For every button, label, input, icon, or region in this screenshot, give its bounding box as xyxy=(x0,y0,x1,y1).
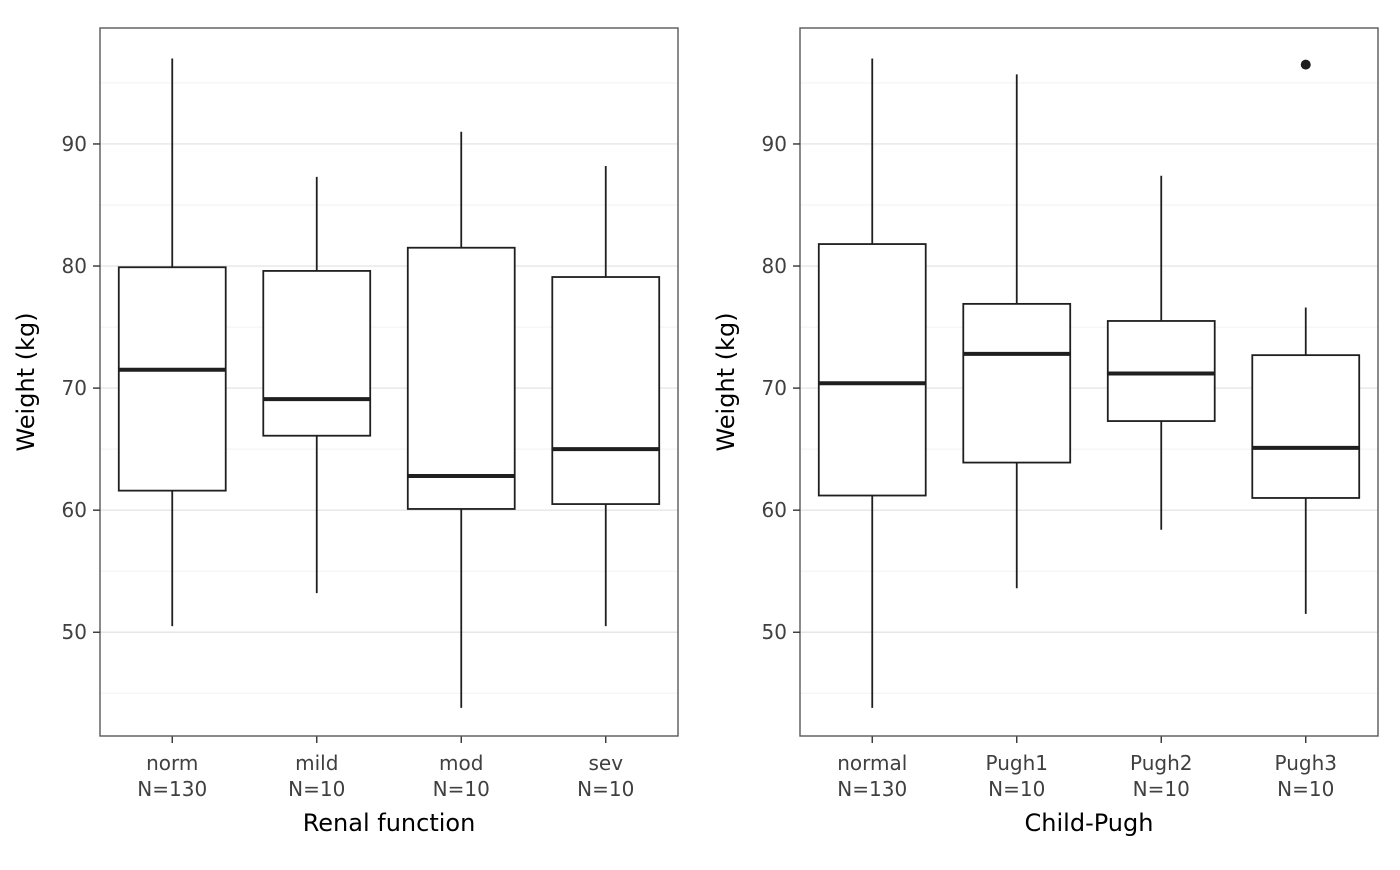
box-rect xyxy=(117,266,227,492)
x-axis-title: Child-Pugh xyxy=(1025,809,1154,837)
outlier-point xyxy=(1300,59,1311,70)
y-tick-label: 70 xyxy=(762,376,787,400)
x-n-label: N=10 xyxy=(288,777,345,801)
y-tick-label: 90 xyxy=(762,132,787,156)
boxplot-svg: normN=130mildN=10modN=10sevN=10506070809… xyxy=(0,0,700,866)
x-axis-title: Renal function xyxy=(303,809,476,837)
chart-child-pugh: normal N=130 Pugh1 N=10 Pugh2 N=10 Pugh3 N=10 50… xyxy=(700,0,1400,866)
boxplot-svg: normalN=130Pugh1N=10Pugh2N=10Pugh3N=1050… xyxy=(700,0,1400,866)
chart-renal-function: norm N=130 mild N=10 mod N=10 sev N=10 50 60 70 80 9… xyxy=(0,0,700,866)
y-tick-label: 60 xyxy=(62,498,87,522)
box-rect xyxy=(1251,354,1361,499)
x-n-label: N=130 xyxy=(137,777,207,801)
y-tick-label: 80 xyxy=(762,254,787,278)
y-tick-label: 60 xyxy=(762,498,787,522)
y-tick-label: 80 xyxy=(62,254,87,278)
x-tick-label: norm xyxy=(146,751,198,775)
y-tick-label: 50 xyxy=(762,620,787,644)
x-n-label: N=10 xyxy=(1277,777,1334,801)
x-tick-label: mod xyxy=(439,751,483,775)
box-rect xyxy=(1106,320,1216,422)
y-tick-label: 50 xyxy=(62,620,87,644)
x-tick-label: Pugh1 xyxy=(986,751,1048,775)
y-tick-label: 70 xyxy=(62,376,87,400)
y-axis-title: Weight (kg) xyxy=(712,312,740,451)
x-tick-label: mild xyxy=(295,751,338,775)
box-rect xyxy=(817,243,927,497)
y-tick-label: 90 xyxy=(62,132,87,156)
x-n-label: N=10 xyxy=(577,777,634,801)
x-tick-label: normal xyxy=(837,751,907,775)
x-n-label: N=10 xyxy=(988,777,1045,801)
box-rect xyxy=(551,276,661,505)
box-rect xyxy=(962,302,1072,464)
box-rect xyxy=(406,246,516,510)
x-tick-label: Pugh3 xyxy=(1275,751,1337,775)
panel-border xyxy=(99,27,679,737)
y-axis-title: Weight (kg) xyxy=(12,312,40,451)
x-n-label: N=10 xyxy=(433,777,490,801)
x-tick-label: Pugh2 xyxy=(1130,751,1192,775)
panel-border xyxy=(799,27,1379,737)
box-rect xyxy=(262,270,372,437)
x-n-label: N=130 xyxy=(837,777,907,801)
x-n-label: N=10 xyxy=(1133,777,1190,801)
x-tick-label: sev xyxy=(588,751,623,775)
